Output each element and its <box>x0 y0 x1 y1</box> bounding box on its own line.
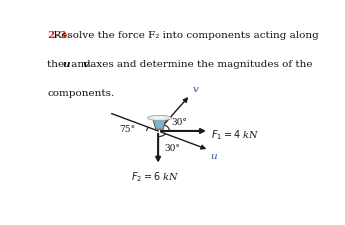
Text: 30°: 30° <box>165 144 181 153</box>
Polygon shape <box>153 119 166 129</box>
Ellipse shape <box>151 116 165 119</box>
Text: u: u <box>62 60 70 69</box>
Text: $F_1 = 4$ kN: $F_1 = 4$ kN <box>211 128 259 142</box>
Text: the: the <box>47 60 68 69</box>
Text: v: v <box>193 85 199 94</box>
Text: $F_2 = 6$ kN: $F_2 = 6$ kN <box>131 171 179 184</box>
Text: 30°: 30° <box>171 118 187 127</box>
Text: v: v <box>83 60 89 69</box>
Ellipse shape <box>147 115 171 121</box>
Text: 75°: 75° <box>119 125 135 134</box>
Text: components.: components. <box>47 88 115 97</box>
Text: Resolve the force F₂ into components acting along: Resolve the force F₂ into components act… <box>47 31 319 40</box>
Text: and: and <box>68 60 94 69</box>
Text: u: u <box>210 152 217 161</box>
Text: 2–3.: 2–3. <box>47 31 70 40</box>
Text: axes and determine the magnitudes of the: axes and determine the magnitudes of the <box>87 60 313 69</box>
